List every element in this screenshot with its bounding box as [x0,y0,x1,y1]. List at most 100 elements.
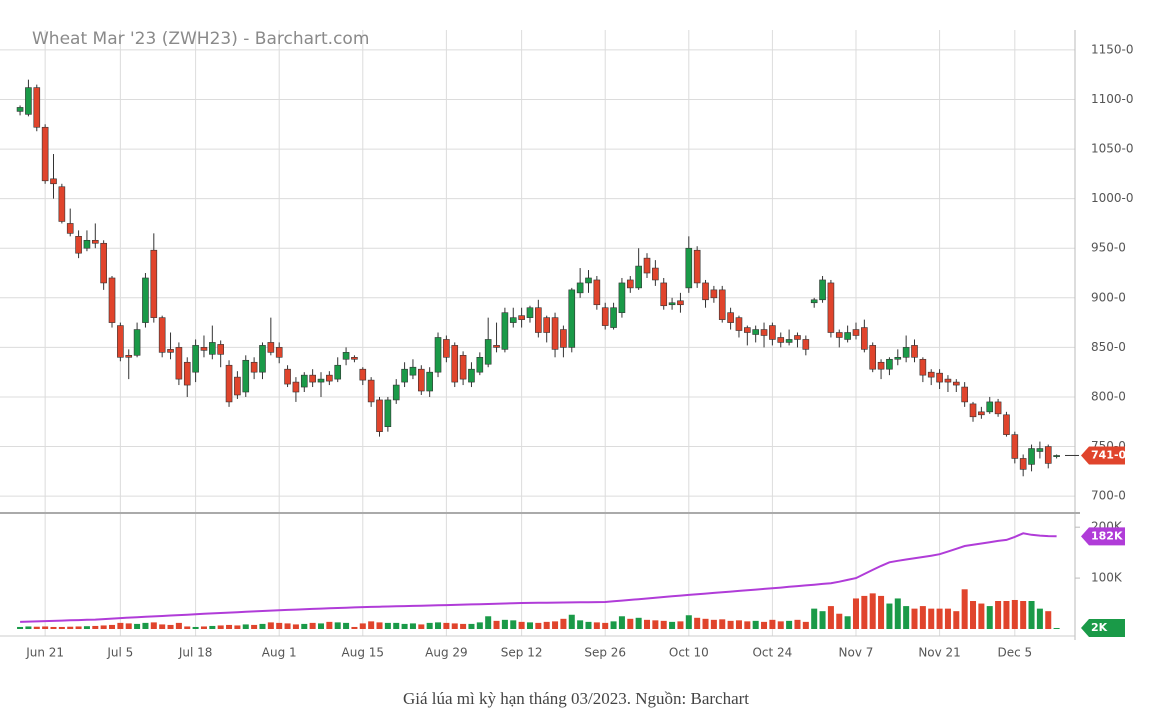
candle-body [568,289,576,348]
volume-bar [451,623,458,629]
volume-bar [878,595,885,629]
candle-body [601,307,609,326]
candle-body [952,381,960,386]
volume-bar [618,616,625,629]
volume-bar [811,608,818,629]
volume-bar [543,621,550,629]
candle-body [668,302,676,306]
volume-bar [501,619,508,629]
candle-body [493,345,500,348]
candle-body [819,279,826,301]
volume-bar [376,622,383,629]
volume-bar [175,622,182,629]
candle-body [693,249,701,284]
candle-body [183,361,191,386]
volume-bar [978,603,985,629]
volume-bar [226,624,233,629]
candle-body [401,368,408,383]
candle-body [158,317,166,353]
candle-body [944,378,952,383]
candle-body [1044,446,1052,464]
volume-bar [627,618,634,629]
candle-body [727,312,734,323]
volume-bar [911,608,918,629]
candle-body [610,307,617,328]
candle-body [16,107,24,112]
volume-bar [903,606,910,629]
volume-bar [677,621,684,629]
candle-body [417,368,425,392]
volume-bar [777,621,784,629]
volume-bar [200,626,207,629]
volume-bar [100,625,107,629]
candle-body [409,366,417,376]
volume-bar [67,626,74,629]
volume-bar [970,601,977,629]
volume-bar [593,622,600,629]
volume-bar [276,622,283,629]
volume-bar [560,618,567,629]
candle-body [117,325,124,358]
candle-body [83,239,91,249]
x-tick-label: Aug 1 [262,646,297,660]
volume-bar [33,626,40,629]
volume-bar [317,623,325,629]
x-tick-label: Nov 7 [839,646,874,660]
candle-body [535,307,542,333]
volume-bar [995,601,1002,629]
volume-bar [643,619,651,629]
candle-body [660,282,668,307]
volume-bar [251,624,258,629]
volume-bar [702,618,709,629]
candle-body [250,361,258,373]
volume-bar [326,621,333,629]
candle-body [852,329,860,336]
candle-body [894,356,902,360]
volume-bar [635,617,642,629]
volume-bar [25,626,32,629]
volume-bar [1011,599,1018,629]
volume-bar [719,619,726,629]
candle-body [869,345,877,370]
volume-bar [1053,627,1060,629]
volume-bar [585,621,592,629]
volume-bar [435,622,442,629]
volume-bar [510,620,517,629]
candle-body [927,371,935,378]
candle-body [936,372,943,383]
volume-bar [418,624,425,629]
candle-body [794,335,801,340]
candle-body [543,317,551,333]
volume-bar [961,589,968,629]
volume-bar [861,595,868,629]
candle-body [961,386,968,403]
candle-body [526,307,534,318]
volume-bar [301,623,308,629]
candle-body [810,299,818,304]
candle-body [225,364,233,403]
volume-tag [1081,618,1125,637]
candle-body [359,368,367,381]
volume-bar [886,603,893,629]
volume-bar [393,622,400,629]
volume-bar [710,619,717,629]
price-tag [1081,446,1125,465]
candle-body [275,347,283,358]
candle-body [902,347,910,358]
candle-body [234,376,241,396]
volume-bar [535,622,542,629]
volume-bar [669,621,676,629]
candle-body [150,249,158,318]
oi-tag-label: 182K [1091,529,1123,542]
candle-body [476,356,484,373]
volume-bar [660,620,667,629]
volume-bar [518,621,525,629]
candle-body [501,312,509,350]
candle-body [969,403,977,418]
candle-body [468,368,475,383]
volume-bar [42,626,49,629]
volume-bar [786,620,793,629]
candle-body [392,384,400,401]
candle-body [518,315,525,320]
